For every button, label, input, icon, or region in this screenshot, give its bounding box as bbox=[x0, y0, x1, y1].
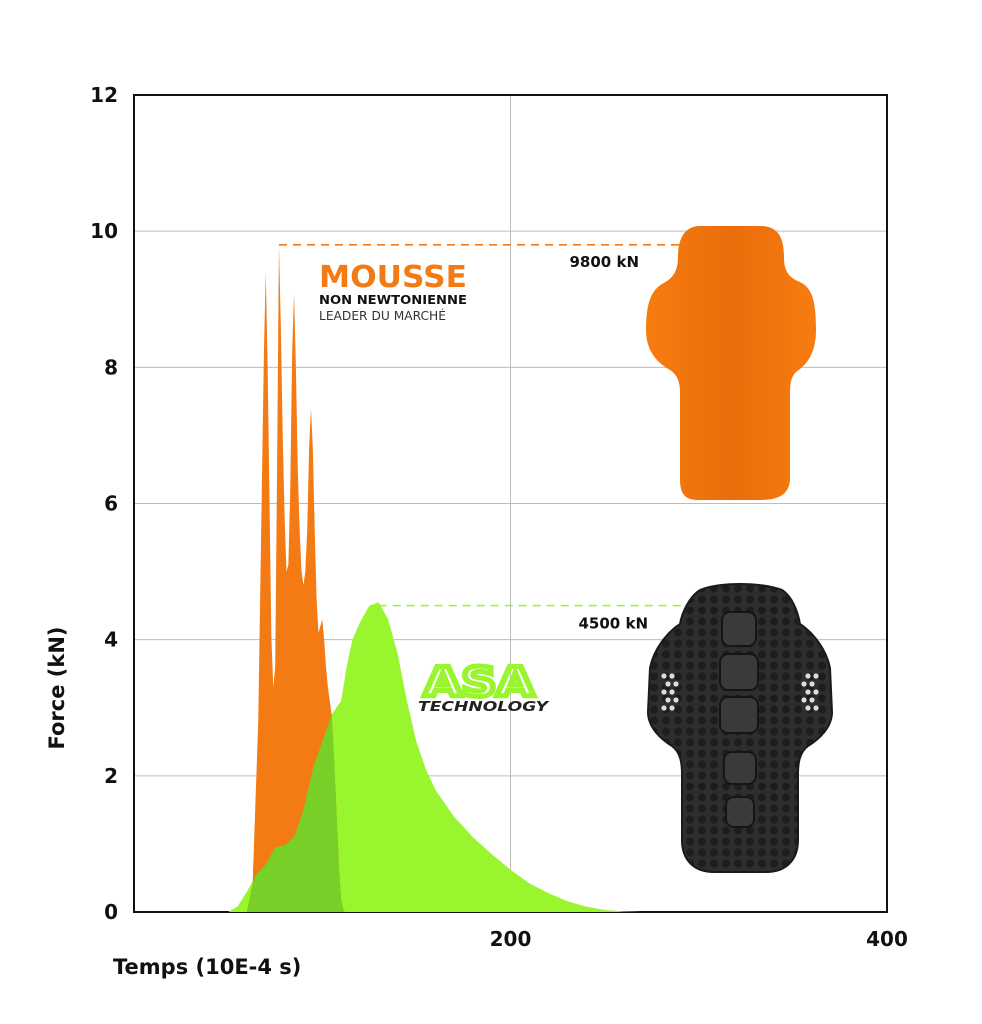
y-tick-labels: 0 2 4 6 8 10 12 bbox=[90, 83, 118, 924]
series-overlap-area bbox=[228, 714, 370, 912]
y-tick-label: 2 bbox=[104, 764, 118, 788]
y-tick-label: 12 bbox=[90, 83, 118, 107]
peak-label-asa: 4500 kN bbox=[579, 615, 649, 633]
mousse-subtitle: NON NEWTONIENNE bbox=[319, 292, 467, 307]
peak-label-mousse: 9800 kN bbox=[570, 253, 640, 271]
x-axis-label: Temps (10E-4 s) bbox=[113, 955, 301, 979]
mousse-brand: MOUSSE NON NEWTONIENNE LEADER DU MARCHÉ bbox=[319, 260, 467, 323]
asa-technology-label: TECHNOLOGY bbox=[418, 700, 550, 715]
x-tick-labels: 200 400 bbox=[490, 927, 908, 951]
y-tick-label: 10 bbox=[90, 219, 118, 243]
asa-back-protector-image bbox=[646, 583, 834, 873]
y-tick-label: 6 bbox=[104, 492, 118, 516]
x-tick-label: 200 bbox=[490, 927, 532, 951]
y-tick-label: 4 bbox=[104, 628, 118, 652]
mousse-title: MOUSSE bbox=[319, 260, 467, 295]
mousse-leader: LEADER DU MARCHÉ bbox=[319, 308, 446, 323]
x-tick-label: 400 bbox=[866, 927, 908, 951]
y-tick-label: 8 bbox=[104, 355, 118, 379]
y-tick-label: 0 bbox=[104, 900, 118, 924]
grid-lines bbox=[133, 94, 888, 913]
y-axis-label: Force (kN) bbox=[45, 626, 69, 749]
foam-back-protector-image bbox=[646, 226, 816, 500]
asa-brand: ASA TECHNOLOGY bbox=[418, 658, 550, 716]
asa-logo: ASA bbox=[424, 660, 534, 706]
